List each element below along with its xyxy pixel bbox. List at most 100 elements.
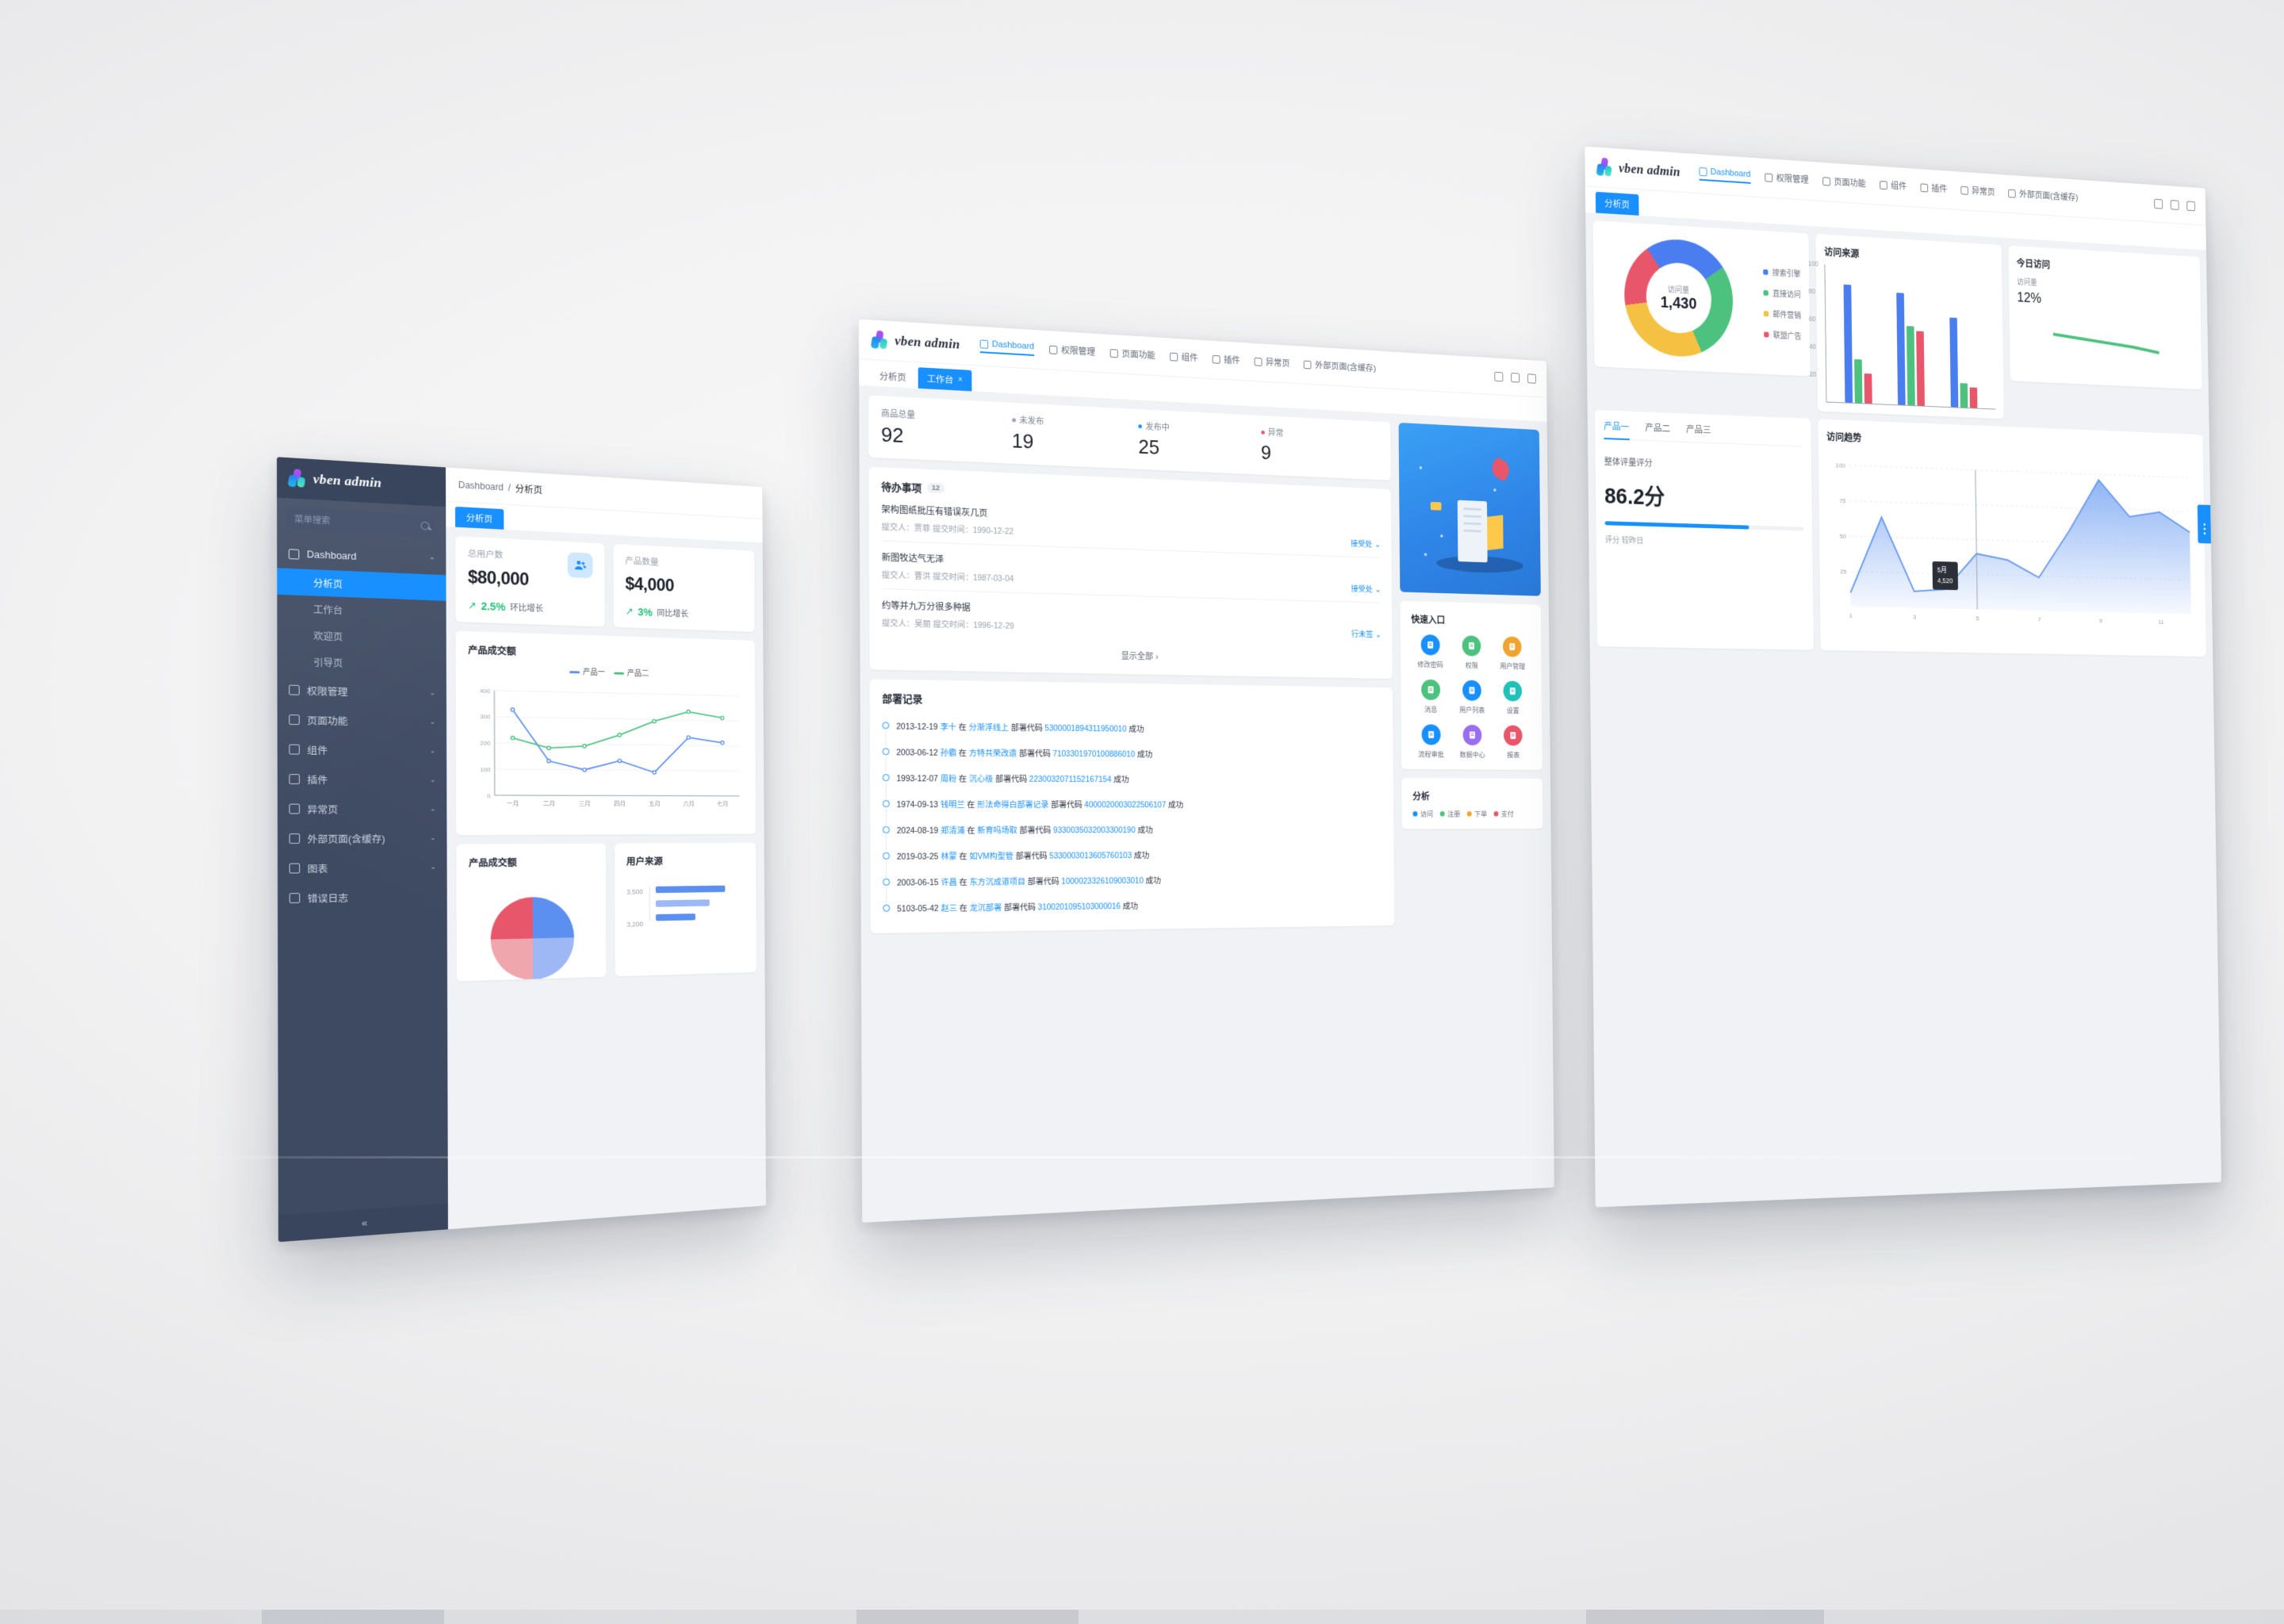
dashboard-window-1[interactable]: vben admin 菜单搜索 Dashboard ⌃ 分析页 工作台 欢迎页 引导页… bbox=[277, 457, 766, 1243]
dashboard-window-3[interactable]: vben admin Dashboard 权限管理 页面功能 组件 插件 异常页 外部页面(… bbox=[1585, 146, 2222, 1208]
nav-item[interactable]: 页面功能 bbox=[1822, 174, 1866, 191]
legend-item[interactable]: 联盟广告 bbox=[1764, 328, 1802, 341]
tab-analysis[interactable]: 分析页 bbox=[454, 506, 504, 530]
sidebar-subitem-item[interactable]: 引导页 bbox=[278, 648, 446, 679]
sidebar-item[interactable]: 错误日志 bbox=[278, 881, 447, 913]
tab-analysis[interactable]: 分析页 bbox=[1595, 191, 1639, 216]
refresh-icon[interactable] bbox=[2186, 201, 2196, 211]
deploy-user[interactable]: 许昌 bbox=[941, 878, 957, 888]
nav-item[interactable]: 插件 bbox=[1920, 181, 1947, 196]
quick-entry-item[interactable]: 修改密码 bbox=[1412, 634, 1450, 670]
fullscreen-icon[interactable] bbox=[2170, 199, 2179, 210]
sidebar-item[interactable]: 外部页面(含缓存) ⌄ bbox=[278, 823, 447, 853]
sidebar-subitem-active[interactable]: 分析页 bbox=[277, 568, 446, 601]
lock-icon[interactable] bbox=[1494, 371, 1504, 381]
nav-item[interactable]: Dashboard bbox=[979, 339, 1035, 357]
quick-entry-item[interactable]: 用户列表 bbox=[1453, 680, 1490, 714]
nav-item[interactable]: 外部页面(含缓存) bbox=[2008, 187, 2079, 205]
deploy-user[interactable]: 周粉 bbox=[940, 774, 957, 784]
deploy-code[interactable]: 5300001894311950010 bbox=[1044, 723, 1127, 734]
brand-logo[interactable]: vben admin bbox=[277, 457, 446, 508]
nav-item[interactable]: 插件 bbox=[1212, 353, 1240, 368]
brand-logo[interactable]: vben admin bbox=[1596, 157, 1680, 181]
deploy-target[interactable]: 如VM构型管 bbox=[969, 852, 1014, 862]
deploy-user[interactable]: 钱明兰 bbox=[940, 800, 965, 810]
deploy-target[interactable]: 新育吗场取 bbox=[977, 825, 1017, 836]
refresh-icon[interactable] bbox=[1527, 373, 1536, 384]
settings-drawer-handle[interactable] bbox=[2197, 504, 2211, 544]
todo-action-button[interactable]: 接受处 ⌄ bbox=[1351, 539, 1381, 550]
nav-item[interactable]: 异常页 bbox=[1254, 355, 1290, 371]
deploy-code[interactable]: 4000020003022506107 bbox=[1084, 800, 1167, 810]
sidebar-subitem-item[interactable]: 欢迎页 bbox=[277, 621, 446, 653]
brand-logo[interactable]: vben admin bbox=[870, 330, 960, 354]
deploy-target[interactable]: 东方沉成道项目 bbox=[969, 877, 1025, 887]
legend-item[interactable]: 搜索引擎 bbox=[1763, 266, 1801, 279]
todo-action-button[interactable]: 接受处 ⌄ bbox=[1351, 584, 1382, 595]
nav-item[interactable]: 页面功能 bbox=[1109, 347, 1155, 363]
deploy-user[interactable]: 郑清浦 bbox=[941, 825, 965, 836]
deploy-user[interactable]: 林蒙 bbox=[941, 852, 957, 862]
nav-item[interactable]: 异常页 bbox=[1960, 184, 1995, 200]
lock-icon[interactable] bbox=[2154, 198, 2163, 209]
deploy-user[interactable]: 孙霸 bbox=[940, 748, 956, 758]
deploy-code[interactable]: 3100201095103000016 bbox=[1037, 902, 1121, 913]
deploy-target[interactable]: 形法命得白部署记录 bbox=[977, 800, 1049, 810]
deploy-code[interactable]: 5330003013605760103 bbox=[1049, 851, 1132, 861]
deploy-target[interactable]: 方特共荣改造 bbox=[968, 749, 1017, 759]
legend-item[interactable]: 注册 bbox=[1439, 808, 1460, 818]
quick-entry-item[interactable]: 流程审批 bbox=[1412, 724, 1450, 759]
deploy-code[interactable]: 1000023326109003010 bbox=[1061, 876, 1144, 887]
sidebar-item-dashboard[interactable]: Dashboard ⌃ bbox=[277, 538, 446, 576]
quick-entry-item[interactable]: 权限 bbox=[1453, 635, 1490, 670]
product-tab[interactable]: 产品三 bbox=[1686, 425, 1711, 436]
deploy-code[interactable]: 9330035032003300190 bbox=[1052, 825, 1136, 836]
deploy-code[interactable]: 2230032071152167154 bbox=[1029, 775, 1112, 785]
nav-item[interactable]: 组件 bbox=[1880, 178, 1907, 193]
todo-action-button[interactable]: 行未签 ⌄ bbox=[1351, 630, 1382, 640]
breadcrumb-root[interactable]: Dashboard bbox=[458, 479, 504, 493]
deploy-target[interactable]: 龙沉部署 bbox=[969, 903, 1002, 914]
nav-item[interactable]: 组件 bbox=[1170, 350, 1198, 366]
tab[interactable]: 分析页 bbox=[870, 365, 915, 389]
legend-item[interactable]: 产品二 bbox=[614, 666, 649, 678]
fullscreen-icon[interactable] bbox=[1511, 372, 1520, 383]
close-icon[interactable]: × bbox=[957, 375, 963, 385]
product-tabs[interactable]: 产品一 产品二 产品三 bbox=[1604, 419, 1803, 447]
quick-entry-item[interactable]: 数据中心 bbox=[1454, 724, 1491, 760]
nav-item[interactable]: 权限管理 bbox=[1048, 343, 1095, 360]
deploy-target[interactable]: 分渐浮线上 bbox=[968, 722, 1009, 733]
deploy-user[interactable]: 李十 bbox=[940, 722, 956, 733]
sidebar-item[interactable]: 组件 ⌄ bbox=[278, 734, 446, 765]
sidebar-item[interactable]: 插件 ⌄ bbox=[278, 764, 446, 794]
product-tab[interactable]: 产品二 bbox=[1645, 423, 1671, 435]
nav-item[interactable]: 外部页面(含缓存) bbox=[1304, 358, 1376, 376]
deploy-user[interactable]: 赵三 bbox=[941, 903, 957, 914]
sidebar-subitem-item[interactable]: 工作台 bbox=[277, 595, 446, 627]
quick-entry-item[interactable]: 用户管理 bbox=[1494, 636, 1531, 671]
legend-item[interactable]: 支付 bbox=[1493, 808, 1514, 818]
quick-entry-item[interactable]: 报表 bbox=[1495, 725, 1532, 760]
quick-entry-item[interactable]: 设置 bbox=[1494, 680, 1531, 715]
legend-item[interactable]: 直接访问 bbox=[1763, 286, 1801, 300]
tab[interactable]: 工作台 × bbox=[918, 367, 972, 392]
nav-item[interactable]: 权限管理 bbox=[1765, 170, 1809, 187]
product-tab[interactable]: 产品一 bbox=[1604, 419, 1629, 433]
donut-legend[interactable]: 搜索引擎直接访问邮件营销联盟广告 bbox=[1763, 266, 1802, 341]
sidebar-item[interactable]: 图表 ⌄ bbox=[278, 852, 447, 883]
show-all-button[interactable]: 显示全部 › bbox=[1121, 652, 1159, 662]
quick-entry-item[interactable]: 消息 bbox=[1412, 679, 1450, 714]
legend-item[interactable]: 产品一 bbox=[569, 665, 605, 677]
deploy-code[interactable]: 7103301970100886010 bbox=[1052, 749, 1136, 760]
legend-item[interactable]: 下单 bbox=[1466, 808, 1487, 818]
chart-legend[interactable]: 产品一 产品二 bbox=[468, 662, 744, 680]
nav-item[interactable]: Dashboard bbox=[1699, 166, 1751, 184]
legend-item[interactable]: 访问 bbox=[1412, 808, 1433, 818]
sidebar-item[interactable]: 页面功能 ⌄ bbox=[278, 704, 446, 736]
sidebar-item[interactable]: 权限管理 ⌄ bbox=[278, 674, 446, 707]
legend-item[interactable]: 邮件营销 bbox=[1763, 307, 1801, 320]
dashboard-window-2[interactable]: vben admin Dashboard 权限管理 页面功能 组件 插件 异常页 外部页面(… bbox=[858, 319, 1554, 1223]
sidebar-item[interactable]: 异常页 ⌄ bbox=[278, 794, 447, 824]
deploy-target[interactable]: 沉心级 bbox=[968, 774, 994, 784]
menu-search-input[interactable]: 菜单搜索 bbox=[286, 507, 437, 537]
